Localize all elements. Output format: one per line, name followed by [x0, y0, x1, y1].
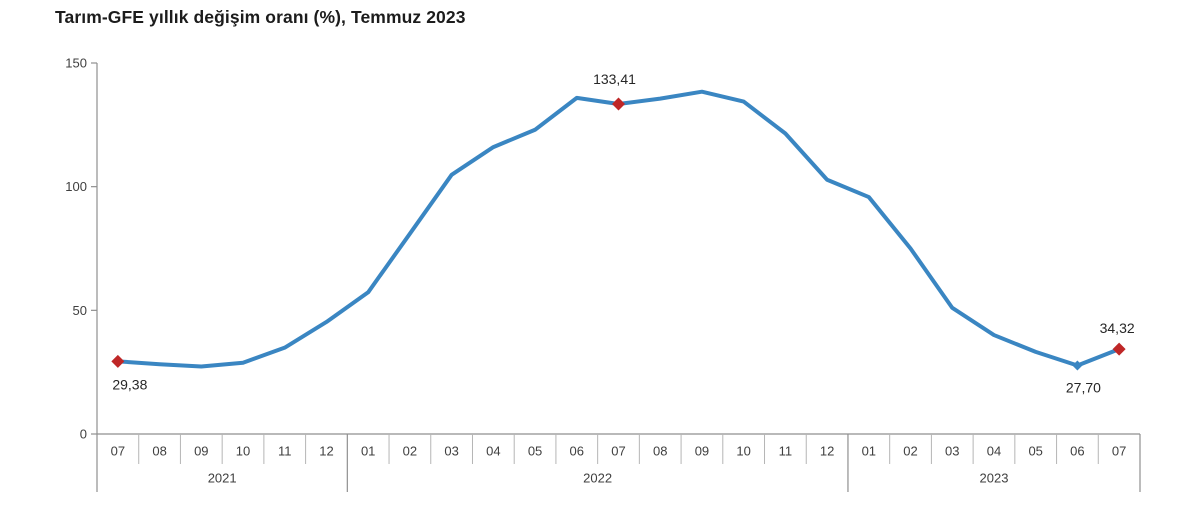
month-tick-label: 05 — [1028, 444, 1042, 459]
month-tick-label: 08 — [653, 444, 667, 459]
month-tick-label: 04 — [987, 444, 1001, 459]
chart-title: Tarım-GFE yıllık değişim oranı (%), Temm… — [55, 7, 466, 27]
month-tick-label: 07 — [1112, 444, 1126, 459]
y-tick-label: 150 — [65, 56, 87, 71]
y-tick-label: 50 — [73, 303, 87, 318]
month-tick-label: 02 — [903, 444, 917, 459]
month-tick-label: 05 — [528, 444, 542, 459]
blue-diamond-marker — [1072, 360, 1083, 371]
red-diamond-marker — [1112, 342, 1126, 356]
data-point-label: 29,38 — [112, 376, 147, 392]
y-tick-label: 0 — [80, 427, 87, 442]
data-point-label: 133,41 — [593, 71, 636, 87]
month-tick-label: 01 — [862, 444, 876, 459]
month-tick-label: 06 — [1070, 444, 1084, 459]
month-tick-label: 12 — [820, 444, 834, 459]
month-tick-label: 11 — [779, 444, 793, 459]
month-tick-label: 04 — [486, 444, 500, 459]
month-tick-label: 03 — [945, 444, 959, 459]
month-tick-label: 10 — [236, 444, 250, 459]
month-tick-label: 08 — [152, 444, 166, 459]
month-tick-label: 09 — [695, 444, 709, 459]
red-diamond-marker — [111, 354, 125, 368]
red-diamond-marker — [612, 97, 625, 111]
data-point-label: 27,70 — [1066, 379, 1101, 395]
month-tick-label: 10 — [736, 444, 750, 459]
year-label: 2023 — [980, 471, 1009, 486]
month-tick-label: 01 — [361, 444, 375, 459]
data-line — [115, 89, 1122, 369]
month-tick-label: 02 — [403, 444, 417, 459]
year-label: 2021 — [208, 471, 237, 486]
month-tick-label: 11 — [278, 444, 292, 459]
y-tick-label: 100 — [65, 179, 87, 194]
month-tick-label: 07 — [111, 444, 125, 459]
data-point-label: 34,32 — [1100, 320, 1135, 336]
year-label: 2022 — [583, 471, 612, 486]
month-tick-label: 09 — [194, 444, 208, 459]
month-tick-label: 07 — [611, 444, 625, 459]
month-tick-label: 12 — [319, 444, 333, 459]
month-tick-label: 06 — [570, 444, 584, 459]
month-tick-label: 03 — [444, 444, 458, 459]
